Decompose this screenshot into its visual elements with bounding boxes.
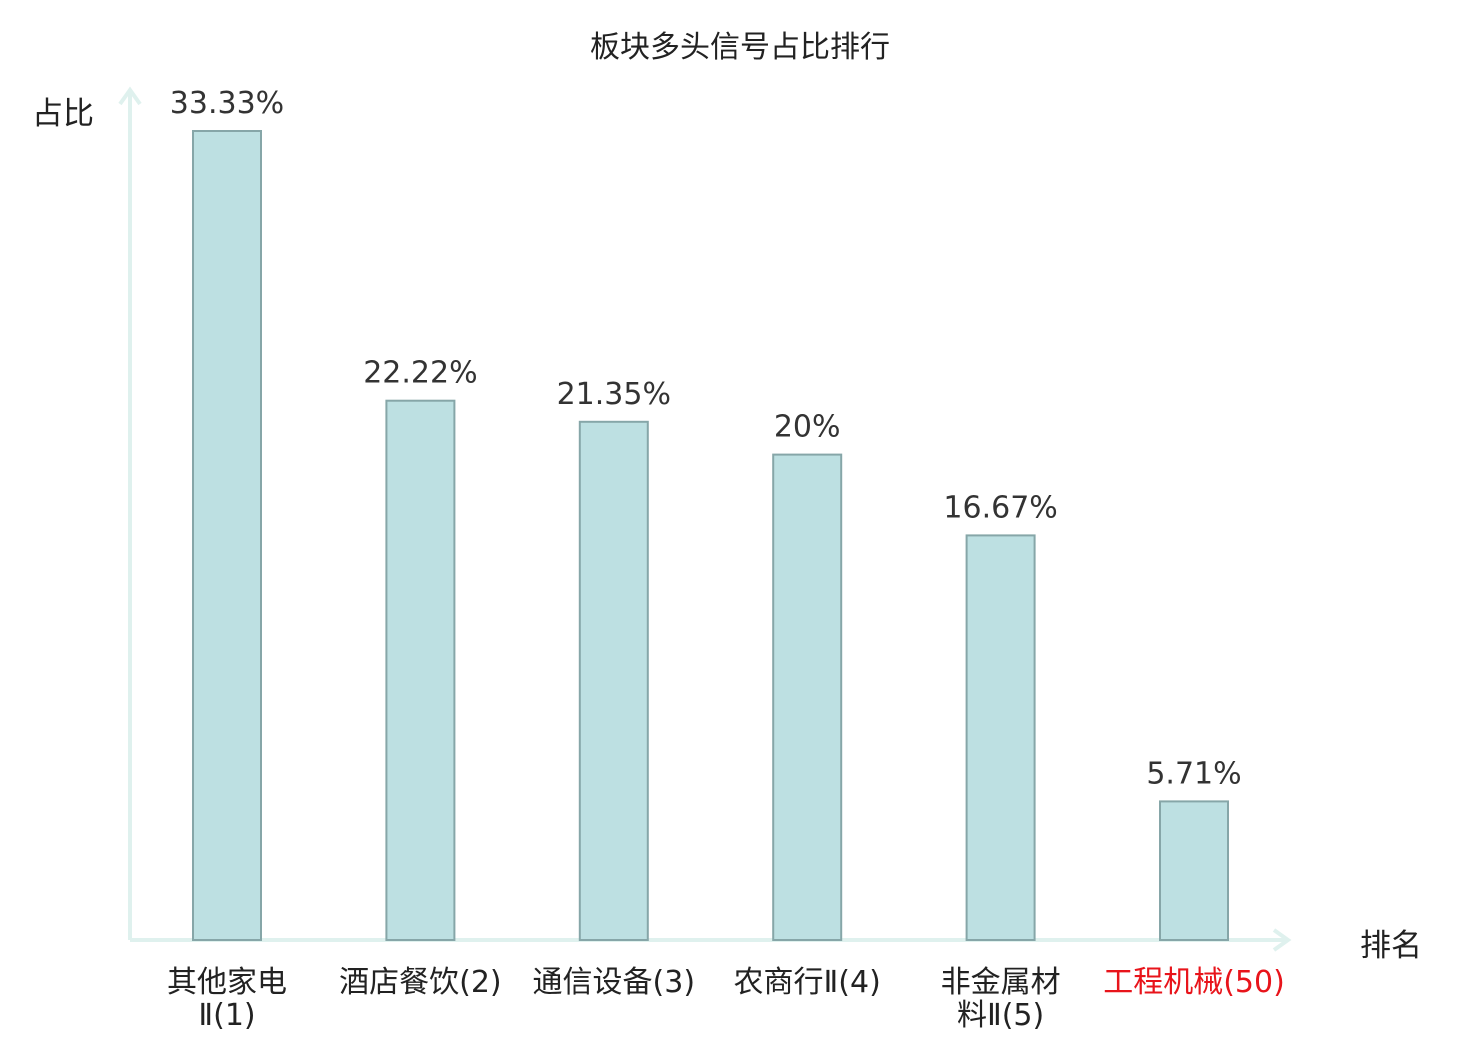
category-label-line: 非金属材 (940, 965, 1061, 1000)
bar (965, 534, 1036, 942)
bar-value-label: 20% (774, 410, 841, 445)
category-label: 非金属材 料Ⅱ(5) (906, 966, 1096, 1032)
category-label: 其他家电 Ⅱ(1) (132, 966, 322, 1032)
category-label-line: 酒店餐饮(2) (339, 965, 502, 1000)
y-axis-arrow (118, 86, 142, 106)
bar (1159, 800, 1229, 942)
category-label-line: 料Ⅱ(5) (956, 998, 1045, 1033)
category-label-line: Ⅱ(1) (198, 998, 256, 1033)
bar (772, 453, 843, 941)
x-axis-label: 排名 (1360, 928, 1422, 964)
category-label-line: 通信设备(3) (532, 965, 696, 1000)
bar (578, 420, 649, 941)
category-label: 工程机械(50) (1099, 966, 1289, 999)
bar (385, 399, 456, 941)
x-axis-arrow (1272, 928, 1292, 952)
bar-value-label: 5.71% (1146, 756, 1241, 791)
category-label-line: 其他家电 (167, 965, 287, 1000)
category-label: 通信设备(3) (519, 966, 709, 999)
bar-value-label: 21.35% (557, 377, 671, 412)
category-label: 酒店餐饮(2) (325, 966, 515, 999)
bar-value-label: 16.67% (943, 490, 1057, 525)
bar-value-label: 22.22% (363, 356, 477, 391)
category-label-line: 农商行Ⅱ(4) (733, 965, 881, 1000)
category-label: 农商行Ⅱ(4) (712, 966, 902, 999)
bar (192, 130, 262, 941)
bar-value-label: 33.33% (170, 86, 284, 121)
chart-title: 板块多头信号占比排行 (590, 30, 890, 65)
y-axis-label: 占比 (32, 96, 94, 132)
category-label-line: 工程机械(50) (1103, 965, 1285, 1000)
